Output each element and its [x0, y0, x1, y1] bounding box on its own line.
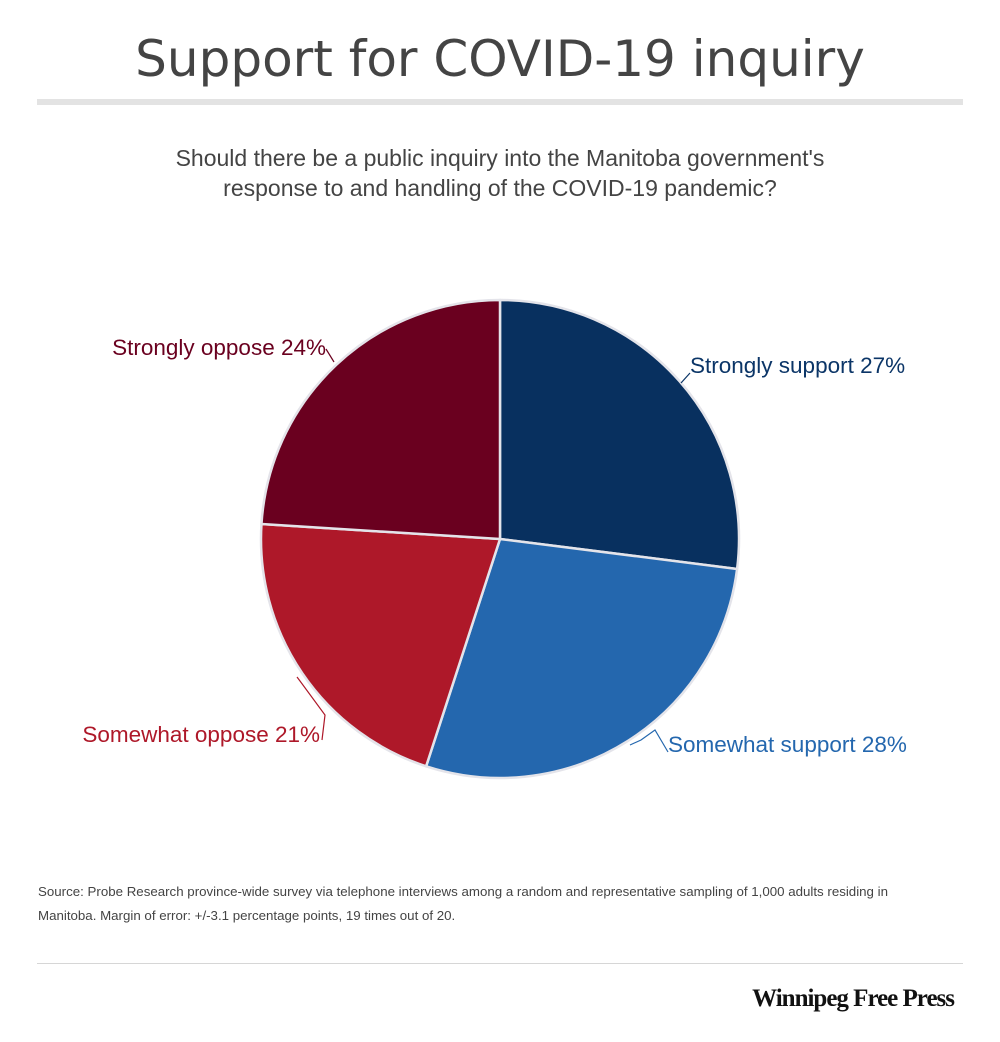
slice-label-strongly-support: Strongly support 27%: [690, 353, 905, 378]
slice-label-somewhat-support: Somewhat support 28%: [668, 732, 907, 757]
winnipeg-free-press-logo: Winnipeg Free Press: [752, 985, 955, 1012]
chart-subtitle: Should there be a public inquiry into th…: [100, 143, 900, 203]
pie-slice-strongly-support: [498, 298, 741, 571]
chart-title: Support for COVID-19 inquiry: [135, 30, 865, 88]
leader-line-somewhat-oppose: [296, 676, 326, 741]
leader-line-somewhat-support: [629, 729, 669, 753]
pie-slice-somewhat-oppose: [259, 522, 502, 768]
pie-slices: [259, 298, 741, 780]
slice-label-strongly-oppose: Strongly oppose 24%: [112, 335, 326, 360]
subtitle-line-1: Should there be a public inquiry into th…: [175, 145, 825, 171]
leader-line-strongly-support: [680, 372, 691, 384]
title-divider: [37, 99, 963, 105]
label-leader-lines: [296, 348, 691, 753]
footer-divider: [37, 963, 963, 964]
slice-label-somewhat-oppose: Somewhat oppose 21%: [82, 722, 320, 747]
slice-labels: Strongly support 27% Somewhat support 28%…: [82, 335, 907, 757]
source-note: Source: Probe Research province-wide sur…: [38, 880, 968, 928]
pie-slice-somewhat-support: [424, 537, 739, 780]
source-line-2: Manitoba. Margin of error: +/-3.1 percen…: [38, 908, 456, 923]
source-line-1: Source: Probe Research province-wide sur…: [38, 884, 888, 899]
pie-slice-strongly-oppose: [260, 298, 502, 541]
subtitle-line-2: response to and handling of the COVID-19…: [223, 175, 777, 201]
leader-line-strongly-oppose: [325, 348, 335, 363]
